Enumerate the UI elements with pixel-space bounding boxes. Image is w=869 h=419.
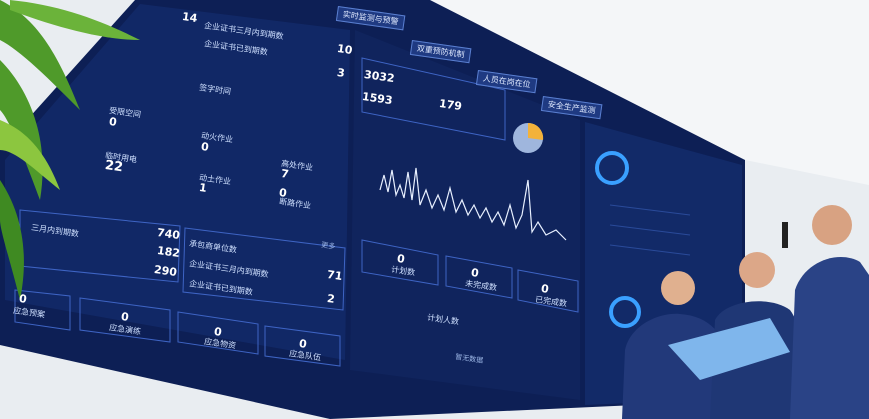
count: 14 bbox=[181, 10, 199, 26]
ceiling bbox=[420, 0, 869, 185]
people bbox=[622, 205, 869, 419]
work-value: 22 bbox=[103, 158, 124, 176]
row-value: 10 bbox=[336, 42, 354, 58]
more-link[interactable]: 更多 bbox=[320, 240, 336, 251]
middle-panel bbox=[350, 30, 580, 400]
work-value: 0 bbox=[200, 140, 210, 154]
stat-value: 71 bbox=[326, 268, 344, 284]
emergency-value: 0 bbox=[18, 292, 28, 306]
gauge bbox=[595, 151, 629, 185]
work-value: 0 bbox=[278, 186, 288, 200]
panel-frames bbox=[14, 57, 579, 367]
gauge bbox=[609, 296, 641, 328]
plant bbox=[0, 0, 140, 300]
work-value: 0 bbox=[108, 115, 118, 129]
emergency-value: 0 bbox=[120, 310, 130, 324]
trend-line bbox=[379, 167, 567, 241]
bar-grid bbox=[609, 204, 691, 256]
left-panel bbox=[5, 4, 350, 360]
pie-slice bbox=[528, 122, 544, 140]
